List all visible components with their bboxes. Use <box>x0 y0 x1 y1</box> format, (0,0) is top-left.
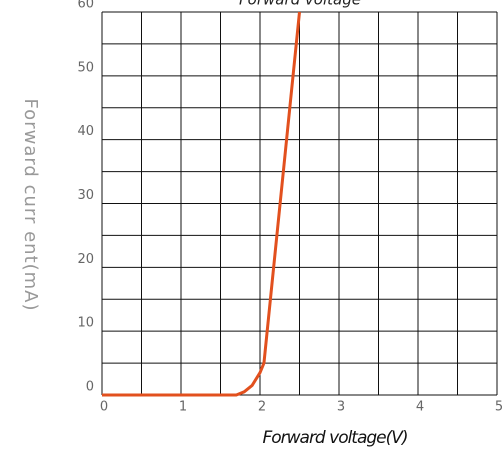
y-axis-label: Forward curr ent(mA) <box>20 98 41 311</box>
x-tick-label: 3 <box>337 400 345 415</box>
x-tick-label: 0 <box>100 400 108 415</box>
y-tick-label: 40 <box>77 124 94 139</box>
x-tick-label: 1 <box>179 400 187 415</box>
y-tick-label: 30 <box>77 188 94 203</box>
y-tick-label: 20 <box>77 252 94 267</box>
x-tick-label: 2 <box>258 400 266 415</box>
chart-title: Forward voltage <box>239 0 361 9</box>
y-tick-label: 0 <box>86 380 94 395</box>
x-axis-label: Forward voltage(V) <box>262 428 407 448</box>
y-tick-label: 50 <box>77 60 94 75</box>
y-tick-label: 10 <box>77 316 94 331</box>
data-line <box>102 11 301 397</box>
x-tick-label: 4 <box>416 400 424 415</box>
y-tick-label: 60 <box>77 0 94 12</box>
x-tick-label: 5 <box>495 400 502 415</box>
